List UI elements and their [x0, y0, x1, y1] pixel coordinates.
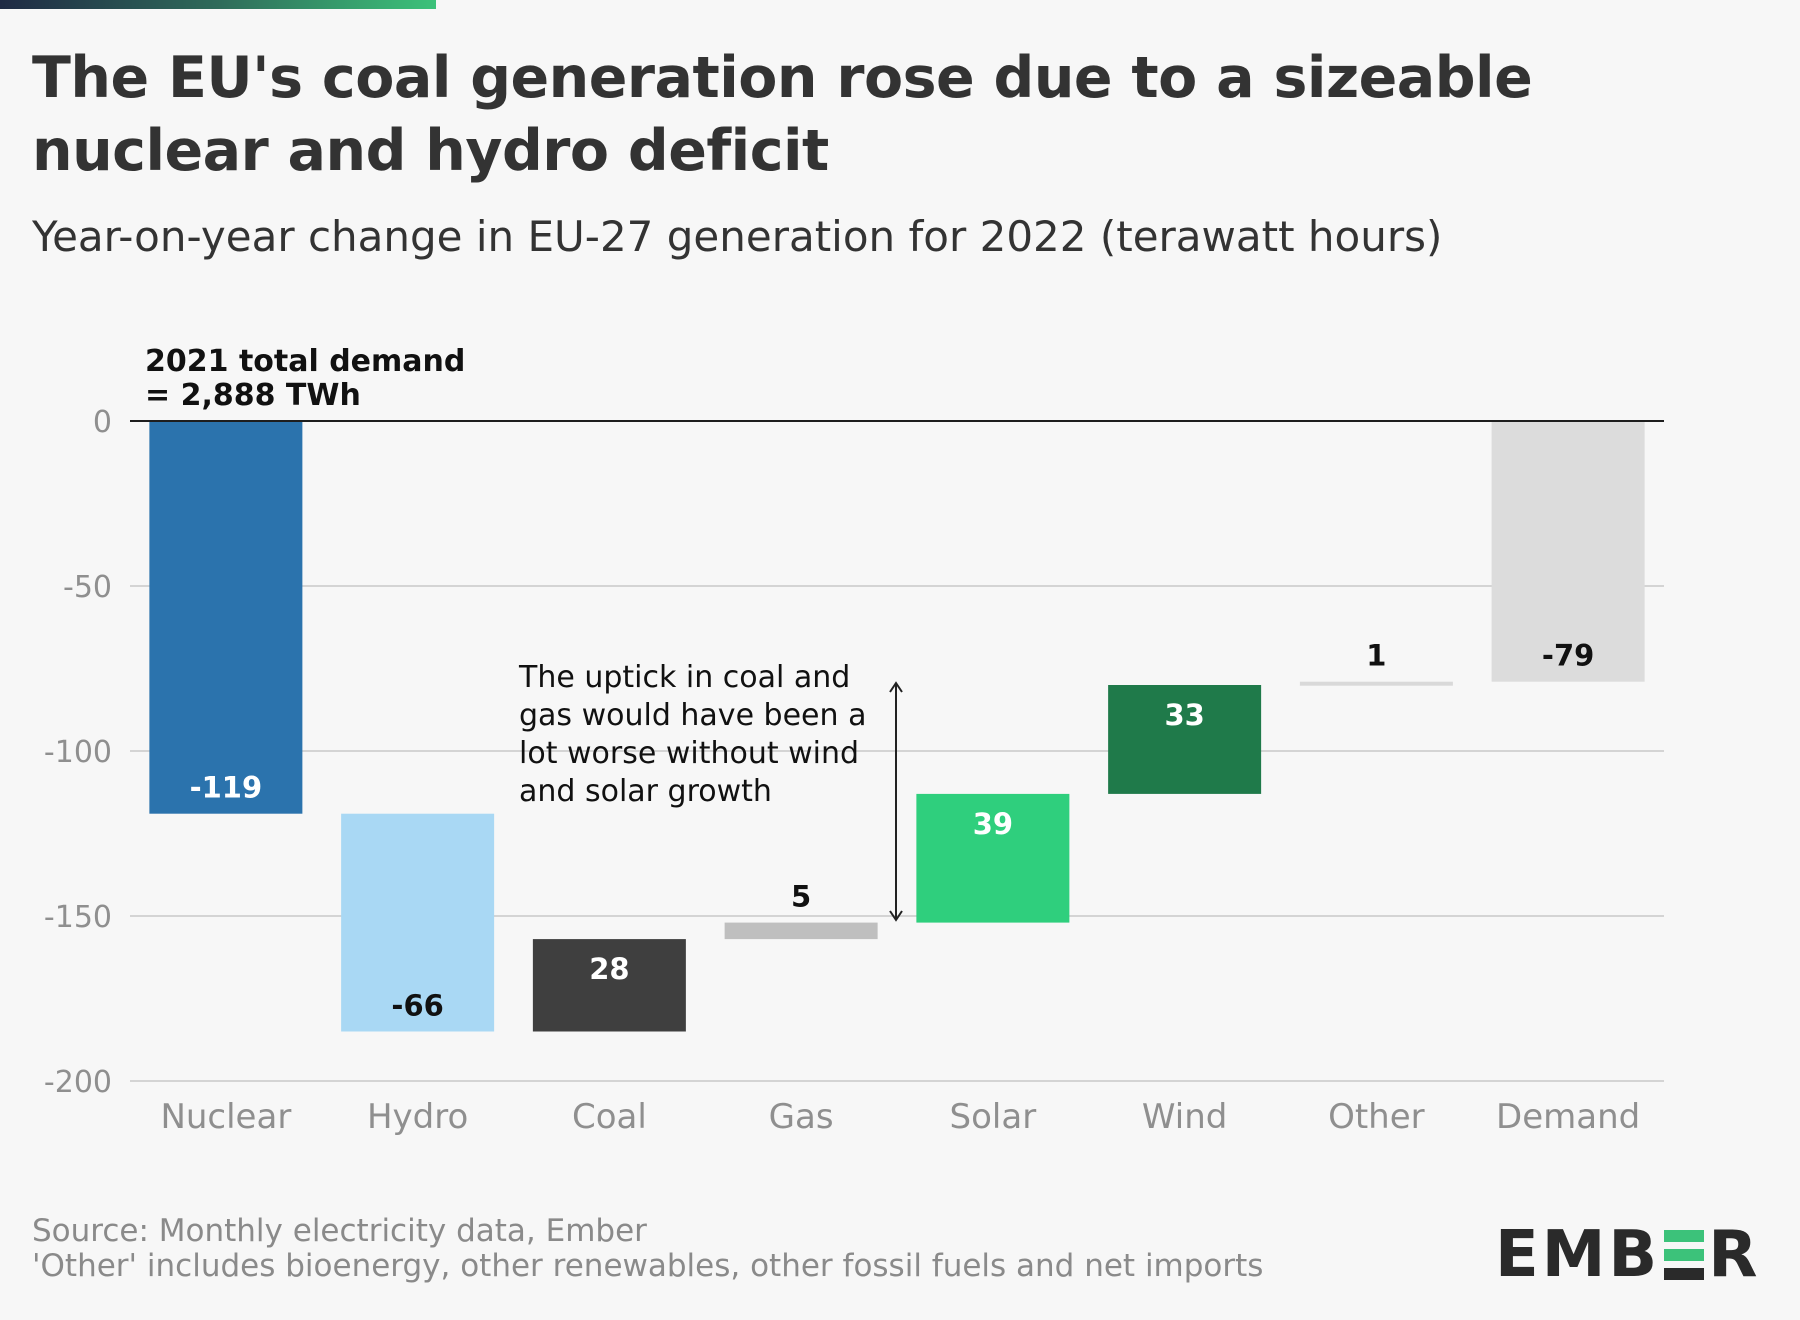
logo-e-mark: [1664, 1230, 1705, 1280]
bar-nuclear: [149, 421, 303, 814]
x-tick-label: Demand: [1496, 1097, 1640, 1137]
bar-solar: [916, 793, 1070, 923]
y-tick-label: 0: [93, 405, 112, 440]
top-accent-bar: [0, 0, 436, 9]
y-tick-label: -200: [44, 1065, 112, 1100]
x-tick-label: Wind: [1142, 1097, 1227, 1137]
source-note: Source: Monthly electricity data, Ember: [32, 1213, 647, 1249]
x-tick-label: Other: [1328, 1097, 1425, 1137]
x-tick-label: Solar: [950, 1097, 1037, 1137]
annotation-line: lot worse without wind: [519, 736, 859, 771]
y-tick-label: -50: [63, 570, 112, 605]
bar-demand: [1491, 421, 1645, 682]
annotation-arrow-head-down: [889, 910, 903, 922]
logo-text-right: R: [1708, 1218, 1761, 1292]
value-label: 33: [1164, 698, 1204, 732]
value-label: 28: [589, 952, 629, 986]
x-tick-label: Nuclear: [160, 1097, 291, 1137]
y-tick-label: -150: [44, 900, 112, 935]
annotation-line: gas would have been a: [519, 698, 866, 733]
bar-gas: [724, 922, 878, 940]
x-tick-label: Hydro: [367, 1097, 468, 1137]
logo-text-left: EMB: [1495, 1218, 1661, 1292]
demand-annotation-line2: = 2,888 TWh: [145, 378, 361, 413]
value-label: -119: [190, 771, 263, 805]
annotation-arrow-head-up: [889, 681, 903, 693]
x-tick-label: Gas: [769, 1097, 834, 1137]
value-label: 5: [791, 880, 811, 914]
bar-other: [1299, 681, 1453, 686]
ember-logo: EMB R: [1495, 1220, 1760, 1290]
chart-title: The EU's coal generation rose due to a s…: [32, 45, 1533, 184]
x-tick-label: Coal: [572, 1097, 647, 1137]
value-label: 39: [973, 807, 1013, 841]
value-label: 1: [1366, 639, 1386, 673]
bar-hydro: [341, 813, 495, 1032]
other-note: 'Other' includes bioenergy, other renewa…: [32, 1248, 1264, 1284]
bar-coal: [532, 939, 686, 1032]
annotation-line: The uptick in coal and: [518, 660, 850, 695]
value-label: -79: [1542, 639, 1594, 673]
chart-subtitle: Year-on-year change in EU-27 generation …: [32, 212, 1443, 261]
value-label: -66: [391, 989, 443, 1023]
annotation-line: and solar growth: [519, 774, 772, 809]
y-tick-label: -100: [44, 735, 112, 770]
bar-wind: [1108, 685, 1262, 794]
demand-annotation-line1: 2021 total demand: [145, 344, 465, 379]
footer: Source: Monthly electricity data, Ember …: [32, 1214, 1263, 1284]
